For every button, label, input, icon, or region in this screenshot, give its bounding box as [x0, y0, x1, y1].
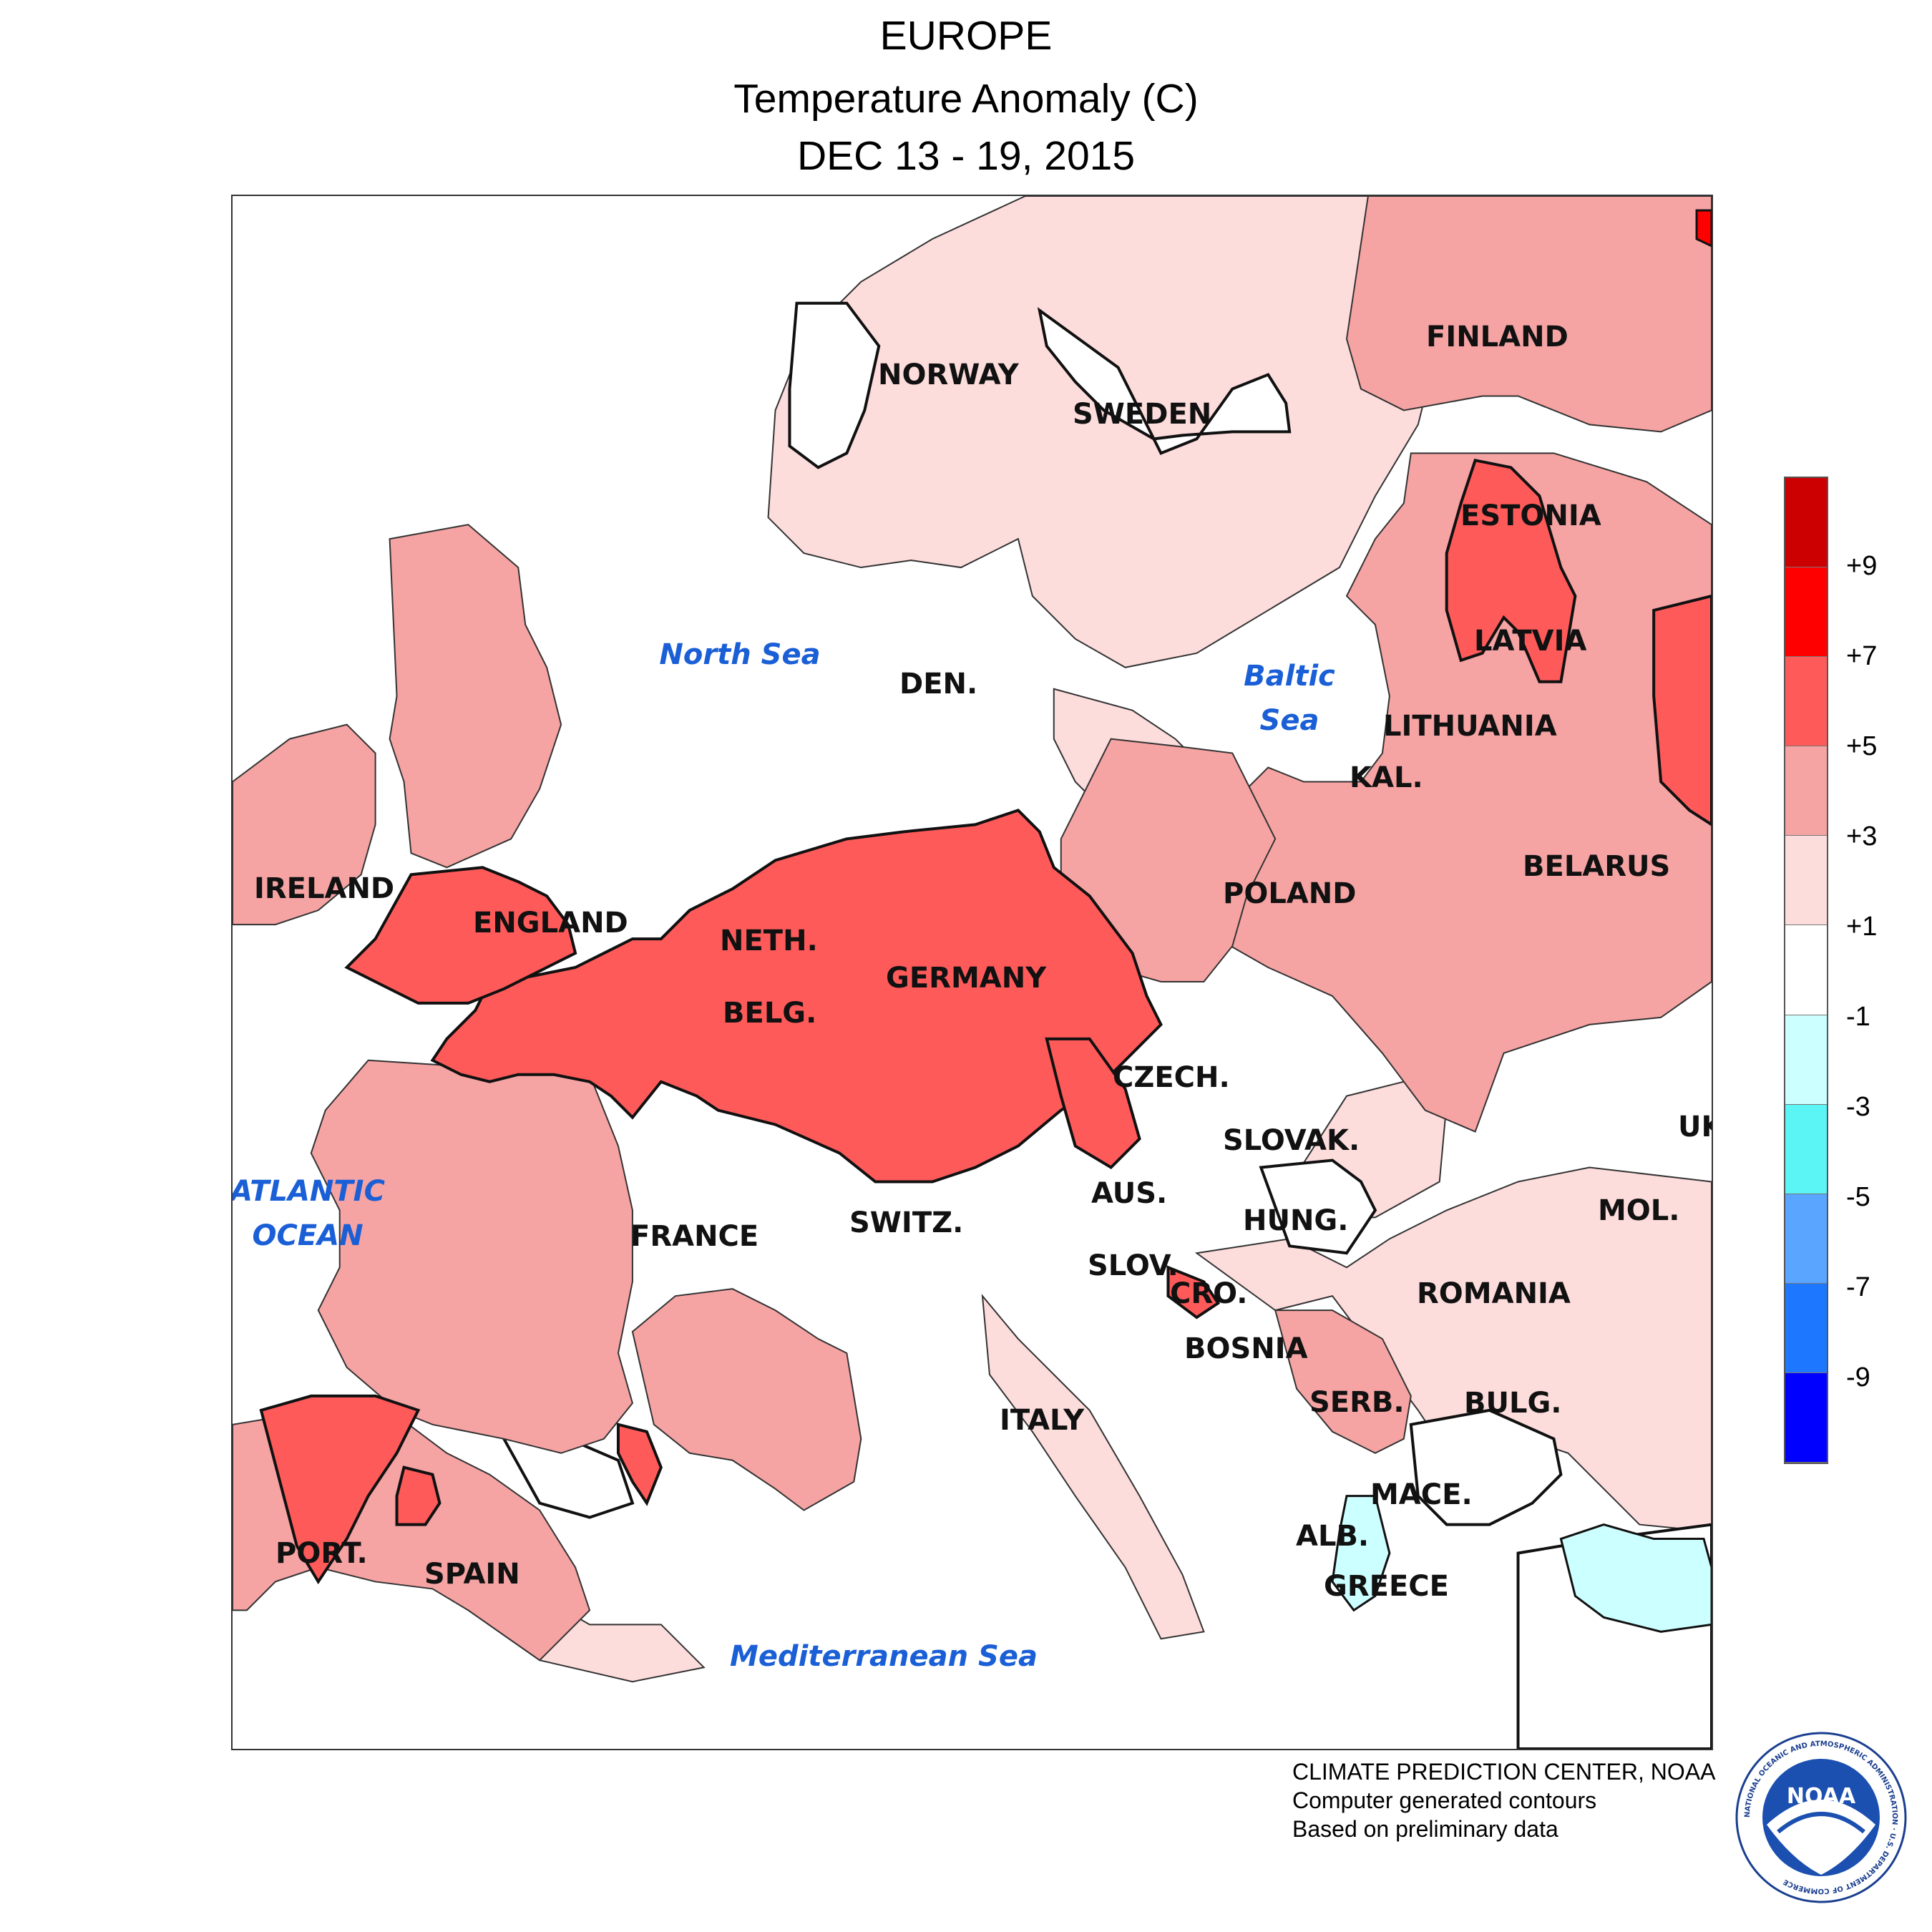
label-atlantic-ocean: ATLANTIC OCEAN: [231, 1175, 385, 1252]
label-belgium: BELG.: [723, 997, 817, 1030]
label-germany: GERMANY: [886, 962, 1047, 995]
credit-line-2: Computer generated contours: [1292, 1787, 1597, 1813]
credit-line-1: CLIMATE PREDICTION CENTER, NOAA: [1292, 1759, 1716, 1785]
legend-label-minus7: -7: [1846, 1272, 1870, 1302]
legend-label-plus3: +3: [1846, 821, 1878, 852]
map-title: EUROPE: [879, 13, 1053, 59]
label-austria: AUS.: [1091, 1177, 1168, 1210]
legend-label-plus7: +7: [1846, 641, 1878, 671]
label-spain: SPAIN: [424, 1558, 520, 1591]
legend-swatch-neg5-to-neg3: [1785, 1104, 1827, 1194]
label-north-sea: North Sea: [659, 638, 821, 671]
anomaly-band-7-9: [1695, 209, 1712, 248]
legend-swatch-5-to-7: [1785, 657, 1827, 747]
legend-label-plus1: +1: [1846, 912, 1878, 942]
legend-label-plus5: +5: [1846, 731, 1878, 761]
label-mediterranean-sea: Mediterranean Sea: [730, 1640, 1038, 1673]
label-romania: ROMANIA: [1417, 1277, 1571, 1310]
anomaly-band-1-3: [460, 196, 1712, 1683]
label-greece: GREECE: [1324, 1570, 1449, 1603]
noaa-logo-text: NOAA: [1787, 1784, 1856, 1809]
label-serbia: SERB.: [1309, 1386, 1405, 1419]
label-latvia: LATVIA: [1474, 625, 1587, 658]
legend-swatch-1-to-3: [1785, 836, 1827, 926]
anomaly-map: NORWAY SWEDEN FINLAND ESTONIA LATVIA LIT…: [231, 195, 1713, 1750]
label-poland: POLAND: [1223, 877, 1357, 910]
anomaly-map-shapes: [233, 196, 1712, 1749]
label-netherlands: NETH.: [720, 924, 818, 957]
label-finland: FINLAND: [1426, 321, 1568, 353]
legend-swatch-below-neg9: [1785, 1372, 1827, 1463]
credit-line-3: Based on preliminary data: [1292, 1816, 1558, 1842]
legend-swatch-neg9-to-neg7: [1785, 1283, 1827, 1373]
label-denmark: DEN.: [899, 668, 978, 701]
legend-swatch-neg3-to-neg1: [1785, 1015, 1827, 1105]
label-kaliningrad: KAL.: [1350, 761, 1423, 794]
label-croatia: CRO.: [1170, 1277, 1248, 1310]
legend-label-minus9: -9: [1846, 1362, 1870, 1392]
label-norway: NORWAY: [878, 358, 1019, 391]
legend-swatch-3-to-5: [1785, 746, 1827, 836]
label-portugal: PORT.: [275, 1537, 368, 1570]
legend-swatch-above-9: [1785, 478, 1827, 568]
label-hungary: HUNG.: [1243, 1204, 1349, 1237]
label-bosnia: BOSNIA: [1184, 1332, 1308, 1365]
label-estonia: ESTONIA: [1460, 499, 1601, 532]
label-albania: ALB.: [1296, 1520, 1370, 1553]
label-belarus: BELARUS: [1523, 850, 1671, 883]
legend-label-minus1: -1: [1846, 1002, 1870, 1032]
map-subtitle: Temperature Anomaly (C): [733, 76, 1199, 122]
label-france: FRANCE: [630, 1220, 759, 1253]
label-slovenia: SLOV.: [1088, 1249, 1179, 1282]
legend-swatch-7-to-9: [1785, 567, 1827, 658]
label-ireland: IRELAND: [254, 872, 395, 905]
legend-swatch-neg7-to-neg5: [1785, 1194, 1827, 1284]
anomaly-band-neg1-neg3: [1331, 1495, 1712, 1633]
label-sweden: SWEDEN: [1073, 398, 1212, 431]
legend-label-minus5: -5: [1846, 1182, 1870, 1212]
label-italy: ITALY: [1000, 1404, 1085, 1437]
map-date-range: DEC 13 - 19, 2015: [796, 133, 1136, 179]
label-switzerland: SWITZ.: [849, 1206, 964, 1239]
label-czech: CZECH.: [1113, 1061, 1230, 1094]
label-slovakia: SLOVAK.: [1223, 1124, 1360, 1157]
anomaly-band-5-7: [259, 459, 1712, 1585]
label-macedonia: MACE.: [1370, 1478, 1473, 1511]
label-ukraine: UK: [1678, 1111, 1712, 1143]
legend-label-plus9: +9: [1846, 551, 1878, 581]
legend-label-minus3: -3: [1846, 1092, 1870, 1122]
color-legend: [1784, 477, 1828, 1464]
label-bulgaria: BULG.: [1464, 1387, 1562, 1420]
label-england: ENGLAND: [473, 907, 628, 940]
label-moldova: MOL.: [1598, 1194, 1680, 1227]
label-lithuania: LITHUANIA: [1383, 710, 1557, 743]
label-baltic-sea: Baltic Sea: [1244, 660, 1335, 737]
noaa-logo: NATIONAL OCEANIC AND ATMOSPHERIC ADMINIS…: [1735, 1732, 1907, 1903]
legend-swatch-neg1-to-1: [1785, 925, 1827, 1015]
